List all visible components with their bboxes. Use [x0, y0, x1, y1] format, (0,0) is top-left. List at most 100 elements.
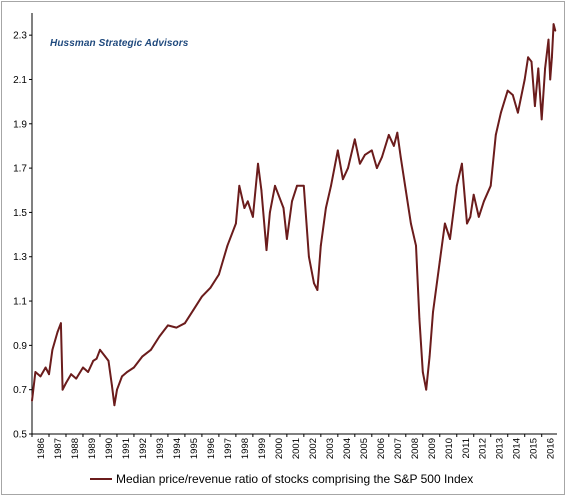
- data-point: [126, 371, 128, 373]
- data-point: [554, 29, 557, 32]
- data-point: [387, 134, 390, 136]
- y-axis-ticks: 0.5 0.7 0.9 1.1 1.3 1.5 1.7 1.9 2.1 2.3: [13, 31, 32, 441]
- data-point: [494, 134, 497, 136]
- data-point: [243, 207, 246, 209]
- x-tick-label: 1987: [53, 438, 64, 459]
- data-point: [44, 366, 47, 369]
- x-tick-label: 2000: [274, 438, 285, 459]
- data-point: [551, 56, 553, 59]
- x-tick-label: 1992: [138, 438, 149, 459]
- data-point: [308, 255, 310, 258]
- data-point: [175, 326, 178, 329]
- data-point: [438, 260, 441, 263]
- data-point: [70, 373, 72, 376]
- data-point: [104, 355, 106, 358]
- data-point: [537, 67, 540, 70]
- x-tick-label: 2014: [512, 438, 523, 459]
- data-point: [472, 193, 475, 196]
- data-point: [466, 222, 468, 225]
- data-point: [432, 311, 434, 313]
- data-point: [87, 371, 89, 373]
- data-point: [269, 211, 271, 214]
- y-tick-label: 0.9: [13, 341, 27, 352]
- data-point: [370, 149, 373, 152]
- data-point: [316, 289, 319, 291]
- legend: Median price/revenue ratio of stocks com…: [90, 471, 473, 487]
- data-point: [549, 78, 552, 81]
- data-point: [477, 216, 480, 218]
- data-point: [282, 207, 285, 209]
- x-tick-label: 2012: [478, 438, 489, 459]
- data-point: [547, 38, 550, 41]
- data-point: [34, 371, 37, 373]
- data-point: [523, 78, 526, 81]
- x-tick-label: 2011: [461, 438, 472, 458]
- data-point: [530, 60, 533, 63]
- data-point: [31, 399, 33, 402]
- x-tick-label: 2002: [308, 438, 319, 459]
- data-point: [359, 162, 361, 165]
- data-point: [517, 111, 519, 114]
- data-point: [257, 162, 259, 165]
- data-point: [158, 335, 161, 338]
- data-point: [425, 388, 428, 391]
- data-point: [65, 382, 67, 384]
- x-tick-label: 2008: [410, 438, 421, 459]
- data-point: [455, 184, 458, 187]
- data-point: [226, 244, 229, 247]
- x-tick-label: 1999: [257, 438, 268, 459]
- data-point: [61, 388, 64, 391]
- data-point: [99, 348, 101, 351]
- y-tick-label: 1.9: [13, 119, 27, 130]
- data-point: [461, 162, 463, 165]
- data-point: [483, 200, 485, 203]
- data-point: [428, 355, 431, 358]
- series-layer: [31, 23, 557, 407]
- data-point: [56, 331, 59, 333]
- data-point: [376, 167, 378, 170]
- data-point: [116, 388, 118, 391]
- data-point: [133, 366, 135, 369]
- data-point: [111, 384, 113, 387]
- y-tick-label: 0.7: [13, 385, 27, 396]
- legend-label: Median price/revenue ratio of stocks com…: [116, 472, 474, 486]
- data-point: [353, 138, 356, 141]
- x-tick-label: 1996: [206, 438, 217, 459]
- x-tick-label: 2006: [376, 438, 387, 459]
- data-point: [121, 375, 123, 378]
- x-tick-label: 2010: [444, 438, 455, 459]
- data-point: [209, 286, 212, 289]
- data-point: [274, 184, 276, 187]
- x-tick-label: 1989: [87, 438, 98, 459]
- data-point: [421, 371, 424, 373]
- data-point: [238, 184, 241, 187]
- x-tick-label: 2007: [393, 438, 404, 459]
- data-point: [381, 156, 383, 158]
- data-point: [396, 131, 399, 134]
- axes: [31, 13, 557, 435]
- data-point: [319, 244, 322, 247]
- data-point: [75, 377, 78, 380]
- data-point: [184, 322, 186, 325]
- data-point: [506, 89, 509, 92]
- data-point: [92, 360, 95, 362]
- data-point: [511, 94, 514, 96]
- data-point: [260, 189, 263, 192]
- x-tick-label: 1990: [104, 438, 115, 459]
- legend-swatch: [90, 478, 112, 480]
- data-point: [552, 23, 555, 25]
- data-point: [141, 355, 144, 358]
- x-tick-label: 1997: [223, 438, 234, 459]
- data-point: [296, 184, 298, 187]
- data-point: [286, 238, 288, 240]
- data-point: [107, 360, 110, 362]
- watermark-text: Hussman Strategic Advisors: [50, 38, 189, 49]
- x-tick-label: 1991: [121, 438, 132, 459]
- data-point: [399, 156, 402, 158]
- data-point: [291, 200, 293, 203]
- y-tick-label: 2.1: [13, 75, 27, 86]
- data-point: [302, 184, 305, 187]
- data-point: [404, 189, 407, 192]
- data-point: [415, 244, 417, 247]
